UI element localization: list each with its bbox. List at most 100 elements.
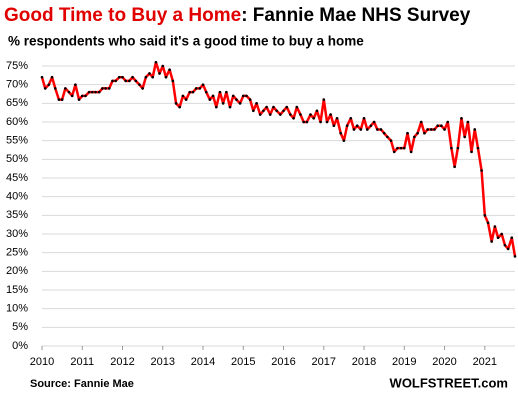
data-point	[77, 98, 81, 101]
data-point	[496, 236, 500, 240]
data-point	[124, 79, 128, 83]
data-point	[433, 128, 436, 131]
data-point	[419, 120, 423, 124]
data-point	[305, 120, 309, 124]
data-point	[436, 124, 440, 128]
data-point	[446, 120, 450, 124]
data-point	[178, 105, 181, 109]
x-tick-label: 2018	[352, 356, 376, 368]
data-point	[429, 128, 433, 131]
data-point	[275, 109, 278, 113]
data-point	[154, 60, 158, 64]
data-point	[204, 90, 208, 94]
data-point	[302, 120, 305, 124]
data-point	[466, 120, 470, 124]
y-tick-label: 65%	[6, 97, 28, 109]
data-point	[238, 102, 242, 105]
x-tick-label: 2019	[392, 356, 416, 368]
data-point	[47, 83, 51, 86]
data-point	[74, 83, 77, 86]
y-tick-label: 50%	[6, 153, 28, 165]
data-point	[215, 105, 218, 109]
data-point	[107, 87, 111, 90]
data-point	[386, 135, 389, 139]
data-point	[87, 90, 91, 94]
data-point	[349, 116, 353, 120]
data-point	[117, 75, 121, 79]
data-point	[480, 169, 483, 172]
data-point	[352, 128, 356, 131]
data-point	[255, 102, 258, 105]
data-point	[473, 128, 477, 131]
data-point	[322, 98, 326, 101]
data-point	[225, 90, 228, 94]
data-point	[402, 146, 406, 150]
y-tick-label: 25%	[6, 247, 28, 259]
data-point	[339, 131, 342, 135]
y-tick-label: 35%	[6, 209, 28, 221]
data-point	[369, 124, 373, 128]
data-point	[248, 98, 252, 101]
data-point	[312, 116, 316, 120]
data-point	[235, 98, 238, 101]
data-point	[416, 131, 419, 135]
data-point	[493, 225, 497, 228]
x-tick-label: 2021	[473, 356, 497, 368]
y-tick-label: 45%	[6, 172, 28, 184]
data-point	[151, 75, 155, 79]
y-tick-label: 55%	[6, 135, 28, 147]
data-point	[319, 120, 322, 124]
data-point	[161, 64, 165, 68]
data-point	[198, 87, 202, 90]
y-tick-label: 15%	[6, 284, 28, 296]
data-point	[43, 87, 47, 90]
data-point	[476, 146, 480, 150]
data-point	[128, 79, 131, 83]
data-point	[138, 83, 141, 86]
data-point	[500, 232, 504, 236]
x-tick-label: 2015	[231, 356, 255, 368]
y-tick-label: 75%	[6, 60, 28, 72]
data-point	[208, 98, 212, 101]
data-point	[325, 120, 329, 124]
data-point	[345, 124, 349, 128]
data-point	[335, 116, 339, 120]
data-point	[315, 109, 319, 113]
data-point	[60, 98, 64, 101]
data-point	[141, 87, 144, 90]
y-tick-label: 10%	[6, 303, 28, 315]
data-point	[359, 128, 363, 131]
data-point	[188, 90, 192, 94]
y-tick-label: 30%	[6, 228, 28, 240]
data-point	[121, 75, 124, 79]
data-point	[376, 128, 379, 131]
data-point	[503, 243, 507, 247]
data-point	[101, 87, 104, 90]
y-tick-label: 20%	[6, 265, 28, 277]
x-tick-label: 2017	[312, 356, 336, 368]
data-point	[279, 113, 282, 116]
data-point	[443, 128, 446, 131]
subtitle: % respondents who said it's a good time …	[8, 34, 364, 49]
data-point	[268, 113, 272, 116]
data-point	[329, 113, 332, 116]
data-point	[67, 90, 71, 94]
data-point	[426, 128, 429, 131]
data-point	[91, 90, 94, 94]
data-point	[362, 116, 366, 120]
data-point	[399, 146, 403, 150]
data-point	[490, 240, 493, 243]
data-point	[272, 105, 275, 109]
data-point	[57, 98, 61, 101]
data-point	[201, 83, 205, 86]
data-point	[299, 113, 302, 116]
data-point	[365, 128, 369, 131]
data-point	[174, 102, 178, 105]
data-point	[104, 87, 107, 90]
data-point	[406, 131, 409, 135]
data-point	[171, 79, 175, 83]
data-point	[245, 94, 248, 98]
data-point	[111, 79, 114, 83]
y-tick-label: 40%	[6, 191, 28, 203]
